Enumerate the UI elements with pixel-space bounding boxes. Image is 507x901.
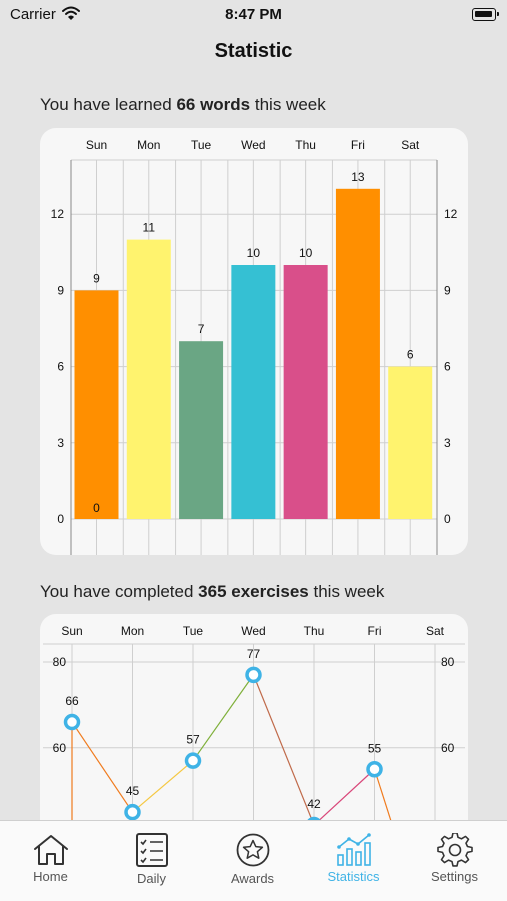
y-tick-label-right: 60 [441, 741, 455, 755]
series-line-segment [252, 674, 315, 826]
y-tick-label-left: 12 [51, 207, 65, 221]
y-tick-label-left: 60 [53, 741, 67, 755]
battery-icon [472, 8, 499, 21]
x-tick-label: Mon [137, 138, 160, 152]
bar [335, 188, 380, 520]
y-tick-label-right: 3 [444, 436, 451, 450]
x-tick-label: Mon [121, 624, 144, 638]
tab-statistics-label: Statistics [327, 869, 380, 884]
bar [179, 341, 224, 519]
page-title: Statistic [214, 40, 293, 62]
tab-bar: Home Daily Awards Statistics [0, 820, 507, 901]
data-point [366, 761, 383, 778]
x-tick-label: Sat [426, 624, 445, 638]
words-heading: You have learned 66 words this week [40, 95, 326, 115]
data-label: 77 [247, 647, 261, 661]
x-tick-label: Sun [61, 624, 82, 638]
bar [126, 239, 171, 519]
exercises-heading-suffix: this week [308, 582, 385, 601]
tab-statistics[interactable]: Statistics [303, 821, 404, 901]
words-heading-suffix: this week [250, 95, 326, 114]
data-label: 9 [93, 271, 100, 285]
clock: 8:47 PM [225, 6, 282, 23]
tab-settings[interactable]: Settings [404, 821, 505, 901]
data-label: 66 [65, 694, 79, 708]
data-label: 55 [368, 741, 382, 755]
data-label: 11 [143, 221, 156, 235]
y-tick-label-left: 9 [57, 283, 64, 297]
x-tick-label: Tue [183, 624, 204, 638]
series-line-segment [192, 674, 254, 762]
x-tick-label: Wed [241, 138, 265, 152]
statistics-icon [337, 833, 371, 866]
data-point [184, 752, 202, 769]
home-icon [34, 835, 68, 865]
x-tick-label: Tue [191, 138, 212, 152]
data-point [245, 666, 262, 684]
tab-home-label: Home [33, 869, 68, 884]
y-tick-label-right: 6 [444, 360, 451, 374]
y-tick-label-right: 12 [444, 207, 458, 221]
series-line-segment [71, 721, 133, 813]
x-tick-label: Wed [241, 624, 265, 638]
data-point [63, 713, 81, 731]
y-tick-label-left: 3 [57, 436, 64, 450]
data-label: 13 [351, 170, 365, 184]
data-label: 0 [93, 501, 100, 515]
line-chart-svg: Sun Mon Tue Wed Thu Fri Sat 60 60 80 80 66 45 57 77 42 5… [43, 624, 465, 854]
tab-settings-label: Settings [431, 869, 478, 884]
data-label: 42 [307, 797, 321, 811]
exercises-heading-prefix: You have completed [40, 582, 199, 601]
words-count: 66 words [176, 95, 251, 114]
bar [74, 290, 119, 519]
exercises-count: 365 exercises [198, 582, 309, 601]
data-label: 57 [186, 733, 200, 747]
y-tick-label-right: 0 [444, 512, 451, 526]
x-tick-label: Thu [295, 138, 316, 152]
y-tick-label-right: 9 [444, 283, 451, 297]
x-tick-label: Thu [304, 624, 325, 638]
data-label: 45 [126, 784, 140, 798]
tab-awards-label: Awards [230, 871, 275, 886]
data-label: 7 [198, 322, 205, 336]
gear-icon [437, 833, 473, 867]
x-tick-label: Fri [368, 624, 382, 638]
exercises-heading: You have completed 365 exercises this we… [40, 582, 384, 602]
series-line-segment [132, 760, 194, 813]
data-point [124, 803, 141, 821]
star-icon [236, 833, 270, 867]
tab-daily-label: Daily [137, 871, 166, 886]
status-bar: Carrier 8:47 PM [0, 0, 507, 30]
x-tick-label: Sun [86, 138, 107, 152]
x-tick-label: Sat [401, 138, 420, 152]
y-tick-label-left: 6 [57, 360, 64, 374]
tab-home[interactable]: Home [0, 821, 101, 901]
tab-daily[interactable]: Daily [101, 821, 202, 901]
carrier-label: Carrier [10, 6, 56, 23]
y-tick-label-right: 80 [441, 655, 455, 669]
data-label: 10 [299, 246, 313, 260]
words-bar-chart: Sun Mon Tue Wed Thu Fri Sat 0 0 3 3 6 6 9 9 12 12 9 11 7 10 1… [40, 128, 468, 555]
words-heading-prefix: You have learned [40, 95, 177, 114]
exercises-line-chart: Sun Mon Tue Wed Thu Fri Sat 60 60 80 80 66 45 57 77 42 5… [40, 614, 468, 854]
y-tick-label-left: 0 [57, 512, 64, 526]
wifi-icon [62, 6, 80, 25]
bar [283, 265, 328, 519]
bar [231, 265, 276, 519]
x-tick-label: Fri [351, 138, 365, 152]
bar [388, 366, 433, 519]
checklist-icon [136, 833, 168, 867]
series-line-segment [313, 768, 375, 826]
bar-chart-svg: Sun Mon Tue Wed Thu Fri Sat 0 0 3 3 6 6 9 9 12 12 9 11 7 10 1… [51, 138, 458, 555]
tab-awards[interactable]: Awards [202, 821, 303, 901]
data-label: 10 [247, 246, 261, 260]
y-tick-label-left: 80 [53, 655, 67, 669]
data-label: 6 [407, 348, 414, 362]
